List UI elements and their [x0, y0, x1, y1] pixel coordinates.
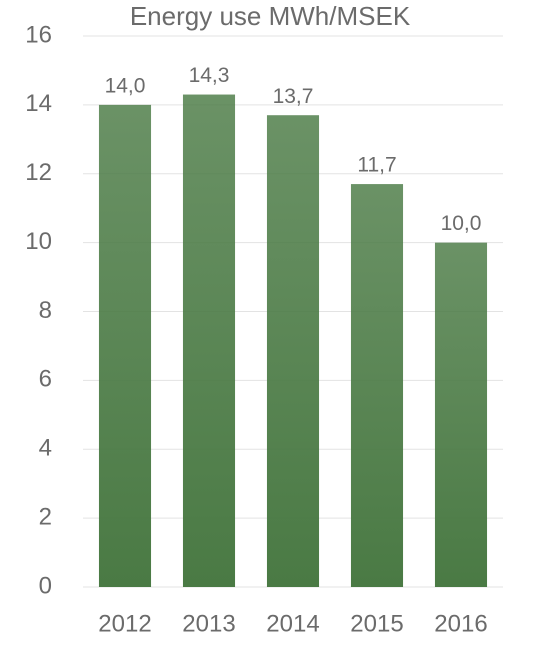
bar: [98, 104, 152, 587]
data-label: 14,0: [105, 74, 146, 97]
y-tick-label: 8: [39, 297, 52, 324]
y-tick-label: 0: [39, 572, 52, 599]
y-tick-label: 4: [39, 435, 52, 462]
data-label: 11,7: [357, 154, 396, 177]
x-tick-label: 2014: [266, 610, 319, 637]
y-tick-label: 10: [25, 228, 52, 255]
chart-title: Energy use MWh/MSEK: [130, 1, 411, 31]
x-tick-label: 2016: [434, 610, 487, 637]
data-label: 13,7: [273, 85, 314, 108]
y-tick-label: 14: [25, 90, 52, 117]
x-tick-label: 2013: [182, 610, 235, 637]
data-label: 14,3: [189, 64, 230, 87]
y-tick-label: 2: [39, 503, 52, 530]
bar: [350, 184, 404, 588]
bar: [434, 242, 488, 587]
y-tick-label: 12: [25, 159, 52, 186]
bar: [266, 115, 320, 588]
x-tick-label: 2015: [350, 610, 403, 637]
bar: [182, 94, 236, 587]
y-tick-label: 6: [39, 366, 52, 393]
y-tick-label: 16: [25, 21, 52, 48]
data-label: 10,0: [441, 212, 482, 235]
x-tick-label: 2012: [98, 610, 151, 637]
